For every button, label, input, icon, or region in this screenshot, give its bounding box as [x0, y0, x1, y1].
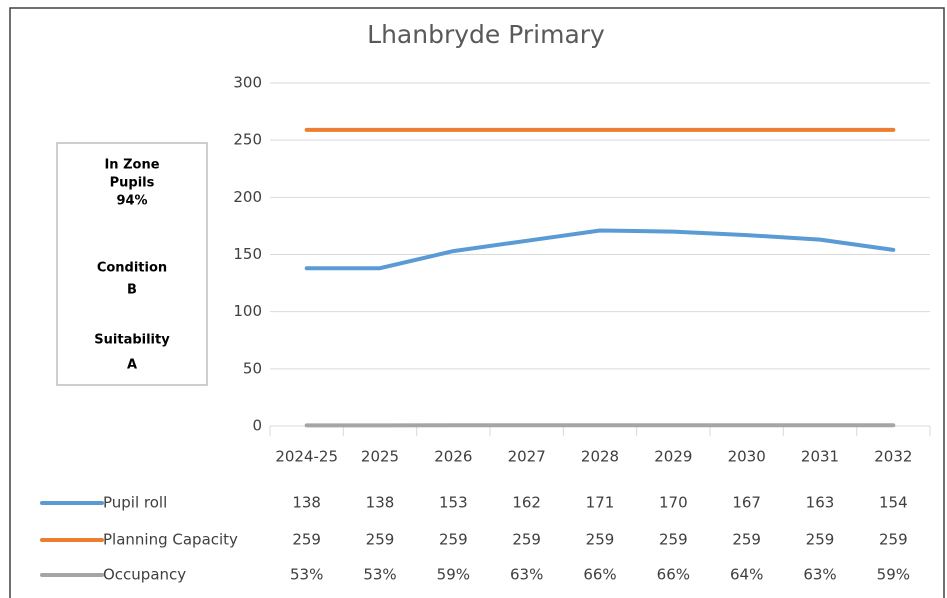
legend-label: Planning Capacity: [103, 531, 238, 549]
x-tick-label: 2029: [654, 448, 692, 466]
table-value: 259: [732, 531, 761, 549]
table-value: 153: [439, 494, 468, 512]
table-value: 66%: [657, 566, 690, 584]
table-value: 259: [292, 531, 321, 549]
x-tick-label: 2027: [508, 448, 546, 466]
table-value: 163: [806, 494, 835, 512]
table-value: 259: [512, 531, 541, 549]
x-tick-label: 2030: [728, 448, 766, 466]
table-value: 66%: [583, 566, 616, 584]
series-line: [304, 228, 896, 271]
y-tick-label: 100: [233, 302, 262, 320]
table-value: 53%: [290, 566, 323, 584]
y-tick-label: 300: [233, 74, 262, 92]
table-value: 259: [806, 531, 835, 549]
table-value: 138: [292, 494, 321, 512]
info-text: B: [127, 283, 137, 298]
info-text: Condition: [97, 261, 167, 276]
x-tick-label: 2032: [874, 448, 912, 466]
x-tick-label: 2026: [434, 448, 472, 466]
info-box: [56, 142, 208, 386]
y-tick-label: 0: [252, 417, 262, 435]
info-text: Pupils: [110, 176, 155, 191]
y-tick-label: 150: [233, 245, 262, 263]
table-value: 167: [732, 494, 761, 512]
table-value: 59%: [877, 566, 910, 584]
table-value: 138: [366, 494, 395, 512]
table-value: 63%: [510, 566, 543, 584]
y-tick-label: 250: [233, 131, 262, 149]
table-value: 170: [659, 494, 688, 512]
table-value: 259: [439, 531, 468, 549]
table-value: 53%: [363, 566, 396, 584]
legend-label: Occupancy: [103, 566, 186, 584]
x-tick-label: 2028: [581, 448, 619, 466]
info-text: 94%: [116, 194, 147, 209]
table-value: 162: [512, 494, 541, 512]
x-tick-label: 2024-25: [275, 448, 338, 466]
table-value: 64%: [730, 566, 763, 584]
info-text: Suitability: [94, 333, 170, 348]
legend-label: Pupil roll: [103, 494, 167, 512]
table-value: 154: [879, 494, 908, 512]
info-text: A: [127, 358, 137, 373]
table-value: 59%: [437, 566, 470, 584]
table-value: 63%: [803, 566, 836, 584]
table-value: 259: [586, 531, 615, 549]
table-value: 171: [586, 494, 615, 512]
table-value: 259: [366, 531, 395, 549]
y-tick-label: 200: [233, 188, 262, 206]
y-tick-label: 50: [243, 359, 262, 377]
info-text: In Zone: [104, 158, 159, 173]
table-value: 259: [659, 531, 688, 549]
table-value: 259: [879, 531, 908, 549]
x-tick-label: 2025: [361, 448, 399, 466]
x-tick-label: 2031: [801, 448, 839, 466]
chart-title: Lhanbryde Primary: [367, 20, 605, 49]
